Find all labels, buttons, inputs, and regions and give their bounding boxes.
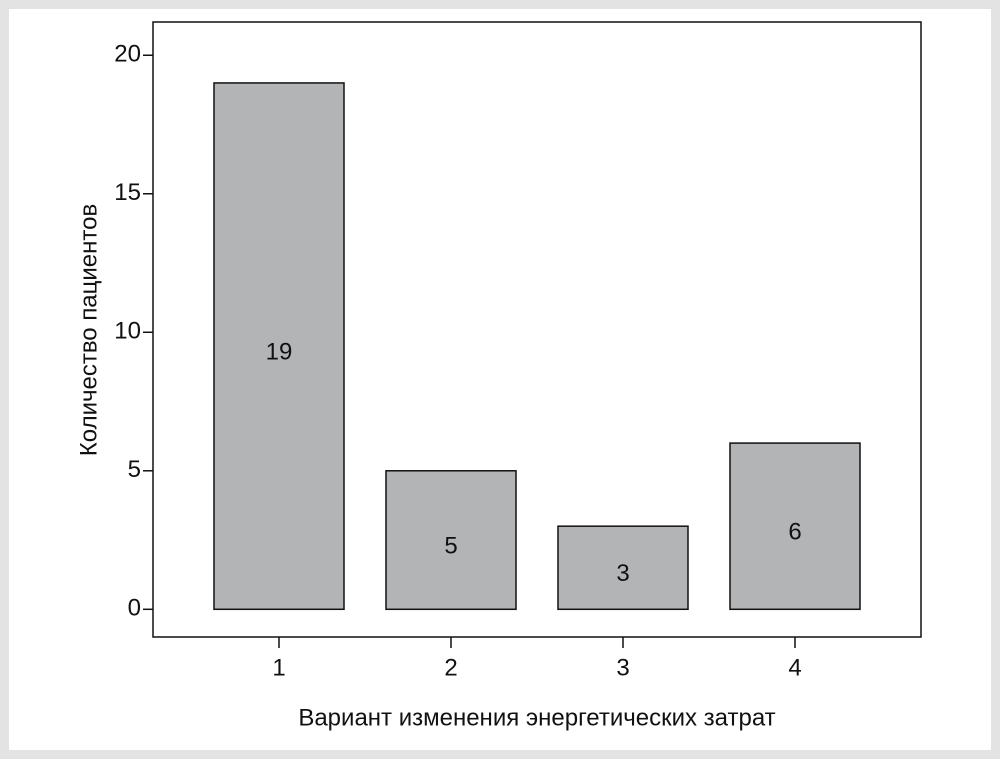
y-axis-title: Количество пациентов [75,204,102,456]
value-label: 3 [616,560,629,587]
y-tick-label: 5 [128,456,141,483]
y-tick-label: 15 [114,179,141,206]
x-axis-title: Вариант изменения энергетических затрат [298,704,775,731]
y-tick-label: 10 [114,318,141,345]
x-tick-label: 4 [788,654,801,681]
bar [729,442,861,611]
bar [557,525,689,611]
bar [213,82,345,611]
x-tick-label: 3 [616,654,629,681]
bar [385,470,517,611]
chart-background [9,9,991,750]
y-tick-label: 20 [114,41,141,68]
value-label: 5 [444,532,457,559]
y-tick-label: 0 [128,595,141,622]
x-tick-label: 1 [272,654,285,681]
value-label: 6 [788,519,801,546]
plot-frame [152,21,922,638]
x-tick-label: 2 [444,654,457,681]
value-label: 19 [266,338,293,365]
